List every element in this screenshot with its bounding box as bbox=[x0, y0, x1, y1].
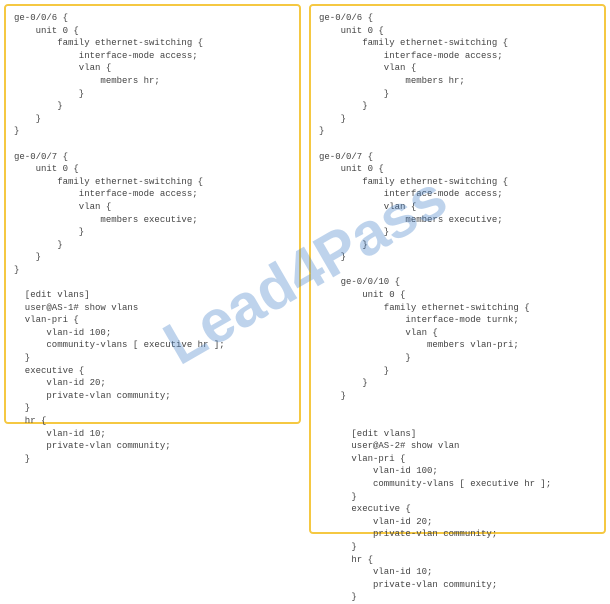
right-config-panel: ge-0/0/6 { unit 0 { family ethernet-swit… bbox=[309, 4, 606, 534]
left-config-panel: ge-0/0/6 { unit 0 { family ethernet-swit… bbox=[4, 4, 301, 424]
config-columns: ge-0/0/6 { unit 0 { family ethernet-swit… bbox=[0, 0, 610, 538]
